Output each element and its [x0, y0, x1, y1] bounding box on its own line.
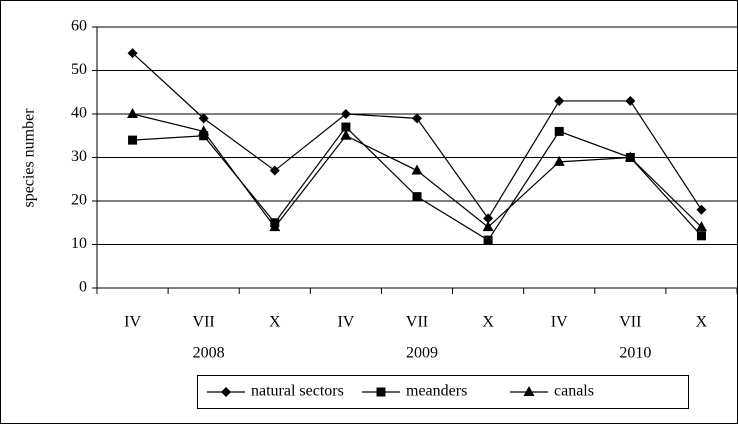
marker	[198, 125, 210, 136]
x-tick-label: IV	[124, 314, 141, 331]
legend-marker	[221, 387, 231, 397]
marker	[696, 231, 706, 241]
y-tick-label: 60	[71, 18, 87, 35]
y-tick-label: 40	[71, 105, 87, 122]
legend-label: canals	[554, 383, 594, 400]
marker	[269, 165, 280, 176]
y-axis-label: species number	[21, 108, 38, 208]
marker	[483, 213, 494, 224]
marker	[412, 192, 422, 202]
marker	[340, 109, 351, 119]
year-label: 2008	[193, 345, 225, 362]
y-tick-label: 10	[71, 235, 87, 252]
marker	[624, 151, 636, 162]
x-tick-label: X	[696, 314, 708, 331]
x-tick-label: X	[269, 314, 281, 331]
marker	[340, 129, 352, 140]
year-label: 2010	[619, 345, 651, 362]
x-tick-label: VII	[406, 314, 428, 331]
marker	[554, 95, 565, 106]
x-tick-label: VII	[619, 314, 641, 331]
y-tick-label: 0	[79, 279, 87, 296]
marker	[341, 122, 351, 132]
y-tick-label: 30	[71, 148, 87, 165]
x-tick-label: IV	[551, 314, 568, 331]
marker	[696, 204, 707, 215]
x-tick-label: X	[482, 314, 494, 331]
legend-label: natural sectors	[251, 383, 344, 400]
marker	[199, 131, 209, 141]
x-tick-label: VII	[193, 314, 215, 331]
y-tick-label: 20	[71, 192, 87, 209]
y-tick-label: 50	[71, 61, 87, 78]
legend-label: meanders	[406, 383, 467, 400]
marker	[128, 135, 138, 145]
marker	[695, 221, 707, 232]
legend-marker	[376, 387, 386, 397]
marker	[554, 126, 564, 136]
marker	[198, 113, 209, 124]
year-label: 2009	[406, 345, 438, 362]
marker	[625, 95, 636, 106]
marker	[269, 221, 281, 232]
marker	[411, 164, 423, 175]
marker	[127, 108, 139, 118]
legend-box	[197, 375, 689, 409]
x-tick-label: IV	[337, 314, 354, 331]
marker	[412, 113, 422, 124]
marker	[127, 48, 138, 59]
marker	[482, 221, 494, 232]
marker	[553, 155, 565, 166]
legend-marker	[523, 386, 535, 396]
marker	[483, 235, 493, 245]
